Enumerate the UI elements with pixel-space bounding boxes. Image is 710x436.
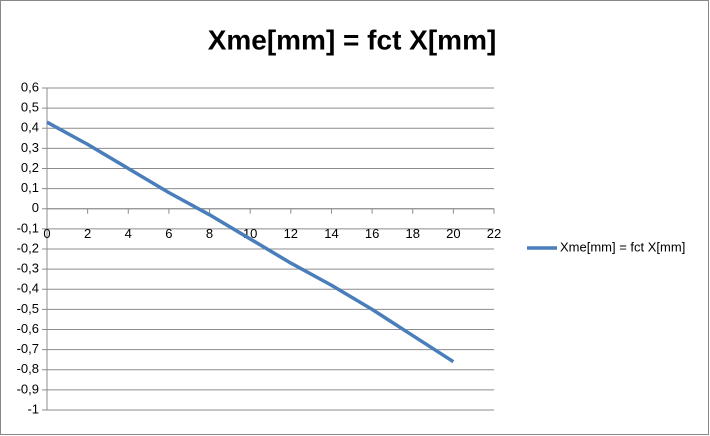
- x-tick-label: 16: [365, 226, 379, 241]
- y-tick-label: 0: [32, 200, 39, 215]
- y-tick-label: 0,2: [21, 160, 39, 175]
- y-tick-label: -0,3: [17, 261, 39, 276]
- y-tick-label: 0,5: [21, 100, 39, 115]
- x-tick-label: 0: [43, 226, 50, 241]
- y-tick-label: -0,5: [17, 301, 39, 316]
- y-tick-label: -0,6: [17, 321, 39, 336]
- y-tick-label: 0,6: [21, 79, 39, 94]
- y-tick-label: -0,9: [17, 381, 39, 396]
- y-tick-label: 0,3: [21, 140, 39, 155]
- y-tick-label: 0,4: [21, 120, 39, 135]
- series-line: [46, 120, 455, 364]
- x-tick-label: 20: [446, 226, 460, 241]
- x-tick-label: 12: [284, 226, 298, 241]
- y-tick-label: -1: [27, 401, 39, 416]
- y-tick-label: -0,7: [17, 341, 39, 356]
- y-tick-label: 0,1: [21, 180, 39, 195]
- x-tick-label: 4: [125, 226, 132, 241]
- legend-label: Xme[mm] = fct X[mm]: [560, 239, 685, 254]
- chart-title: Xme[mm] = fct X[mm]: [208, 24, 497, 55]
- y-tick-label: -0,1: [17, 220, 39, 235]
- x-tick-label: 6: [165, 226, 172, 241]
- x-tick-label: 18: [405, 226, 419, 241]
- x-tick-label: 8: [206, 226, 213, 241]
- x-tick-label: 14: [324, 226, 338, 241]
- y-tick-label: -0,4: [17, 281, 39, 296]
- x-tick-label: 2: [84, 226, 91, 241]
- x-tick-label: 22: [487, 226, 501, 241]
- y-tick-label: -0,2: [17, 240, 39, 255]
- y-tick-label: -0,8: [17, 361, 39, 376]
